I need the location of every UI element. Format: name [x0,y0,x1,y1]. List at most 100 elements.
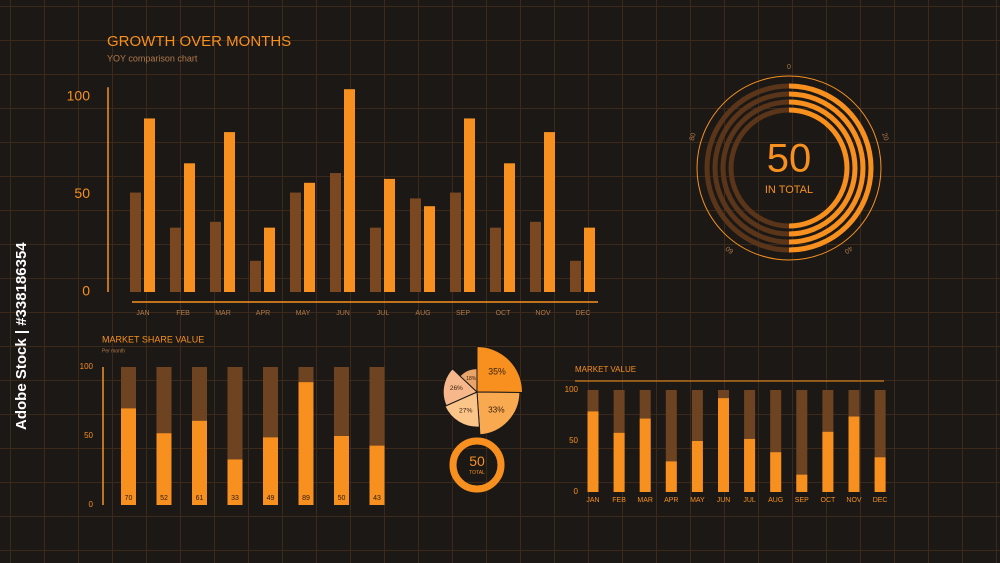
bar [334,436,349,505]
gauge-value: 50 [767,136,812,180]
x-tick-label: FEB [176,310,190,317]
watermark: Adobe Stock | #338186354 [13,242,30,430]
slice-label: 18% [466,376,477,382]
x-tick-label: AUG [768,497,783,504]
x-tick-label: JAN [136,310,149,317]
x-tick-label: MAR [215,310,231,317]
slice-label: 33% [488,405,505,414]
x-tick-label: MAR [637,497,653,504]
bar [718,398,729,492]
bar [665,461,677,492]
bar-track [796,390,808,492]
chart-subtitle: YOY comparison chart [107,53,198,63]
data-label: 70 [125,495,133,502]
bar [570,260,581,292]
bar [587,411,599,492]
data-label: 89 [302,495,310,502]
gauge-arc [788,83,874,253]
bar [290,192,301,292]
gauge-arc [449,437,505,493]
y-tick-label: 50 [84,431,93,440]
bar [504,163,515,292]
data-label: 49 [267,495,275,502]
bar [691,441,703,492]
bar [250,260,261,292]
bar-track [874,390,886,492]
bar [874,457,886,492]
x-tick-label: AUG [415,310,430,317]
x-tick-label: APR [256,310,270,317]
y-tick-label: 100 [67,88,91,104]
bar [530,221,541,292]
bar [369,445,385,505]
chart-subtitle: Per month [102,348,125,354]
x-tick-label: MAY [296,310,311,317]
bar [263,437,278,505]
x-tick-label: JUN [717,497,731,504]
gauge-arc [788,99,858,237]
x-tick-label: JAN [586,497,599,504]
bar [370,227,381,292]
bar-track [770,390,782,492]
data-label: 50 [338,495,346,502]
bar [796,474,808,492]
gauge-value: 50 [469,453,485,469]
bar-track [665,390,677,492]
x-tick-label: APR [664,497,678,504]
x-tick-label: JUN [336,310,350,317]
x-tick-label: SEP [795,497,809,504]
x-tick-label: DEC [576,310,591,317]
bar [770,452,782,492]
y-tick-label: 100 [565,385,579,394]
bar [184,163,195,292]
bar [210,221,221,292]
bar [384,178,395,292]
x-tick-label: OCT [821,497,837,504]
bar [410,198,421,292]
pie-slice [459,368,478,394]
pie-slice [476,345,523,394]
bar [464,118,475,292]
bar [330,173,341,292]
bar [584,227,595,292]
bar [121,408,136,505]
pie-slice [442,368,478,407]
x-tick-label: NOV [535,310,551,317]
x-tick-label: JUL [743,497,756,504]
bar [344,89,355,292]
bar [130,192,141,292]
gauge-tick-label: 20 [880,132,889,142]
x-tick-label: JUL [377,310,390,317]
x-tick-label: FEB [612,497,626,504]
gauge-tick-label: 0 [787,64,791,71]
slice-label: 26% [450,385,463,392]
gauge-arc [788,107,850,229]
x-tick-label: SEP [456,310,470,317]
data-label: 43 [373,495,381,502]
y-tick-label: 0 [82,283,90,299]
y-tick-label: 50 [74,185,90,201]
data-label: 52 [160,495,168,502]
x-tick-label: NOV [846,497,862,504]
chart-title: MARKET SHARE VALUE [102,334,204,344]
bar [544,132,555,292]
y-tick-label: 100 [80,362,94,371]
bar [613,432,625,492]
bar [170,227,181,292]
bar [224,132,235,292]
bar [450,192,461,292]
bar [227,459,243,505]
pie-slice [476,391,521,436]
bar [298,382,314,505]
bar [304,182,315,292]
gauge-label: IN TOTAL [765,184,813,196]
x-tick-label: OCT [496,310,512,317]
bar [192,420,207,505]
bar [264,227,275,292]
bar [144,118,155,292]
gauge-label: TOTAL [469,470,485,476]
data-label: 61 [196,495,204,502]
bar [744,438,756,492]
